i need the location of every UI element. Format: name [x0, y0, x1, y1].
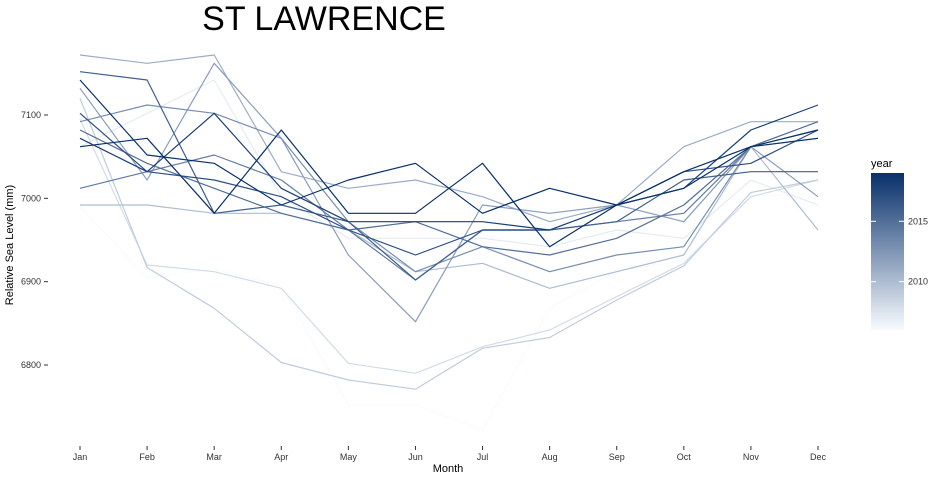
legend: year 2010 2015 — [871, 158, 928, 330]
y-tick-label: 6800 — [21, 360, 41, 370]
series-line-2012 — [79, 62, 819, 323]
y-tick-label: 7000 — [21, 193, 41, 203]
series-line-2014 — [79, 129, 819, 281]
series-line-2016 — [79, 71, 818, 281]
chart-title: ST LAWRENCE — [202, 0, 446, 38]
x-tick-label: May — [340, 452, 358, 462]
series-line-2018 — [79, 104, 819, 231]
x-tick-label: Mar — [206, 452, 222, 462]
x-tick-label: Dec — [810, 452, 827, 462]
series-line-2019 — [79, 129, 819, 248]
legend-title: year — [871, 158, 893, 170]
x-axis-title: Month — [433, 463, 464, 475]
series-line-2019 — [79, 79, 819, 214]
legend-tick-label: 2015 — [908, 216, 928, 226]
x-tick-label: Aug — [542, 452, 558, 462]
legend-tick-label: 2010 — [908, 277, 928, 287]
series-line-2006 — [79, 193, 819, 431]
y-axis: 6800 6900 7000 7100 — [21, 110, 48, 370]
series-line-2010 — [80, 146, 819, 289]
x-axis: Jan Feb Mar Apr May Jun Jul Aug Sep Oct Nov Dec — [73, 446, 827, 462]
x-tick-label: Nov — [743, 452, 760, 462]
x-tick-label: Jul — [477, 452, 489, 462]
x-tick-label: Feb — [139, 452, 155, 462]
series-line-2015 — [79, 121, 819, 256]
x-tick-label: Jun — [408, 452, 423, 462]
y-tick-label: 7100 — [21, 110, 41, 120]
series-line-2013 — [79, 104, 819, 273]
x-tick-label: Apr — [274, 452, 288, 462]
legend-colorbar — [871, 173, 904, 330]
x-tick-label: Oct — [677, 452, 692, 462]
series-line-2011 — [79, 54, 818, 223]
y-tick-label: 6900 — [21, 277, 41, 287]
series-line-2009 — [79, 98, 819, 390]
series-line-2007 — [79, 79, 819, 248]
x-tick-label: Sep — [609, 452, 625, 462]
series-line-2008 — [79, 118, 819, 374]
y-axis-title: Relative Sea Level (mm) — [4, 185, 16, 305]
series-line-2017 — [79, 112, 819, 256]
series-lines — [79, 54, 819, 431]
x-tick-label: Jan — [73, 452, 88, 462]
